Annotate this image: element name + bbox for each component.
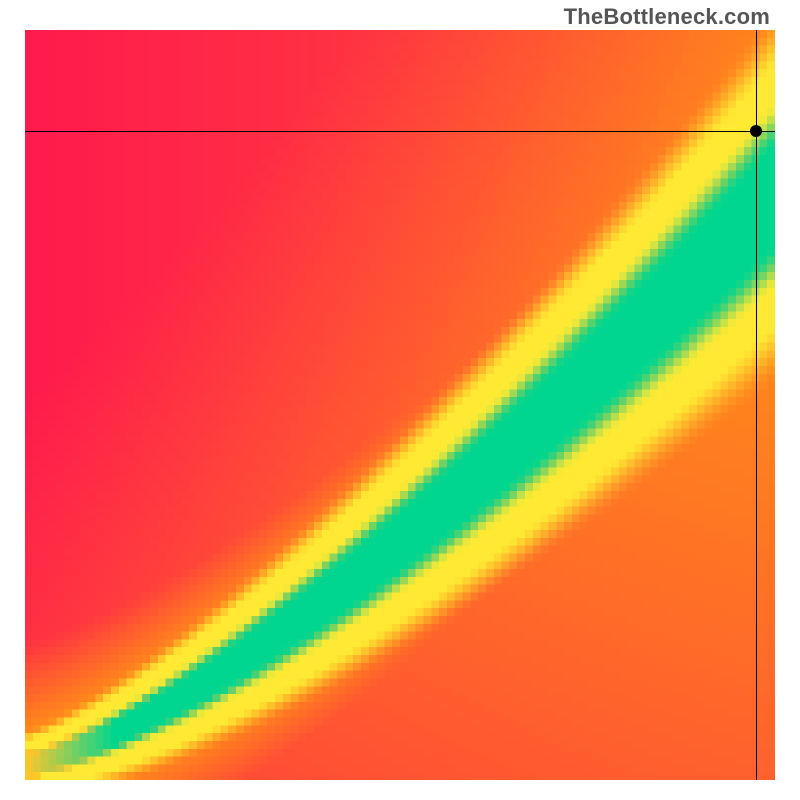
heatmap-canvas <box>25 30 775 780</box>
bottleneck-heatmap <box>25 30 775 780</box>
attribution-watermark: TheBottleneck.com <box>564 4 770 30</box>
